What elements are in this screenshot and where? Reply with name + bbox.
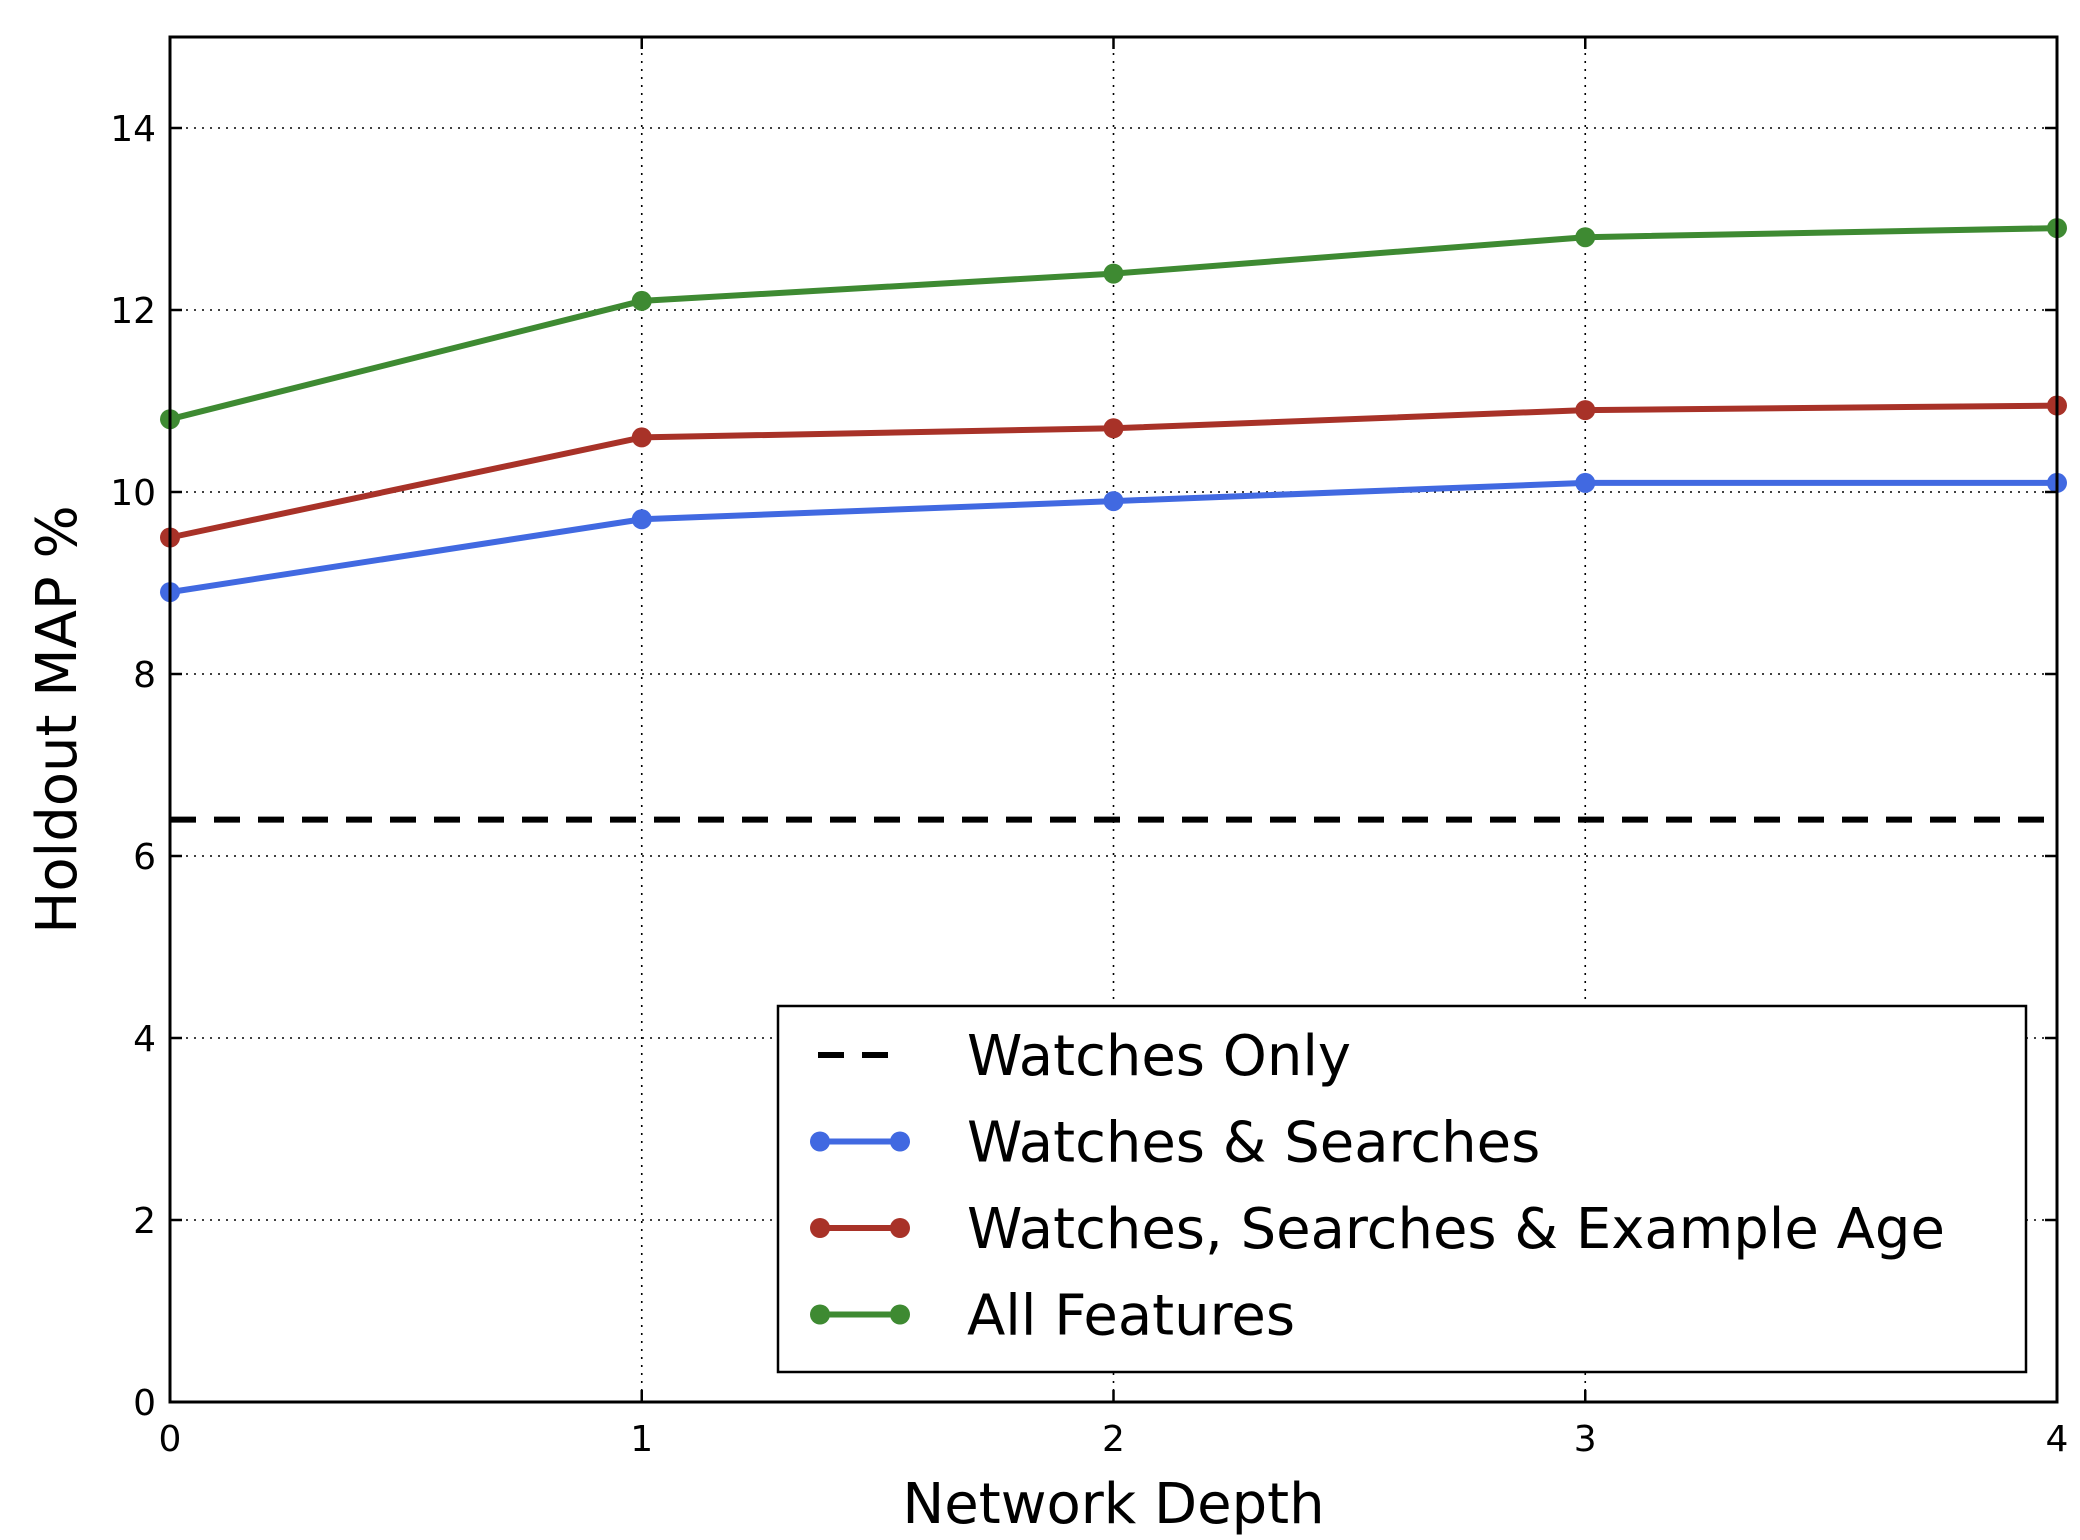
x-tick-label: 3: [1574, 1419, 1597, 1460]
y-tick-label: 6: [133, 837, 156, 878]
x-axis-label: Network Depth: [902, 1472, 1324, 1537]
legend-label: Watches & Searches: [967, 1111, 1540, 1176]
y-axis-label: Holdout MAP %: [25, 505, 90, 933]
x-tick-label: 0: [159, 1419, 182, 1460]
legend-marker: [810, 1131, 830, 1152]
legend: Watches Only Watches & Searches Watches, S…: [776, 1004, 2028, 1374]
x-tick-label: 4: [2046, 1419, 2069, 1460]
y-tick-label: 10: [110, 473, 156, 514]
legend-marker: [890, 1304, 910, 1325]
data-point: [1575, 227, 1596, 248]
legend-marker: [810, 1218, 830, 1238]
y-tick-label: 14: [110, 109, 156, 150]
x-tick-label: 1: [630, 1419, 653, 1460]
data-point: [1103, 491, 1124, 512]
plot-series: [160, 218, 2067, 823]
y-tick-label: 2: [133, 1201, 156, 1242]
series-watches-searches-and-example-age: [160, 395, 2067, 548]
legend-label: Watches Only: [967, 1024, 1351, 1089]
legend-label: All Features: [967, 1284, 1295, 1349]
y-tick-label: 12: [110, 291, 156, 332]
legend-marker: [890, 1131, 910, 1152]
data-point: [631, 290, 652, 311]
legend-box: [776, 1004, 2028, 1374]
data-point: [1103, 263, 1124, 284]
legend-marker: [890, 1218, 910, 1238]
data-point: [1575, 472, 1596, 493]
legend-item-watches-searches-and-example-age: Watches, Searches & Example Age: [810, 1197, 1945, 1262]
legend-item-all-features: All Features: [810, 1284, 1295, 1349]
legend-item-watches-only: Watches Only: [818, 1024, 1351, 1089]
legend-label: Watches, Searches & Example Age: [967, 1197, 1945, 1262]
data-point: [1575, 400, 1596, 421]
data-point: [1103, 418, 1124, 439]
legend-marker: [810, 1304, 830, 1325]
data-point: [631, 427, 652, 448]
legend-item-watches-and-searches: Watches & Searches: [810, 1111, 1540, 1176]
y-tick-label: 8: [133, 655, 156, 696]
x-tick-label: 2: [1102, 1419, 1125, 1460]
y-tick-label: 4: [133, 1019, 156, 1060]
data-point: [631, 509, 652, 530]
y-tick-label: 0: [133, 1383, 156, 1424]
